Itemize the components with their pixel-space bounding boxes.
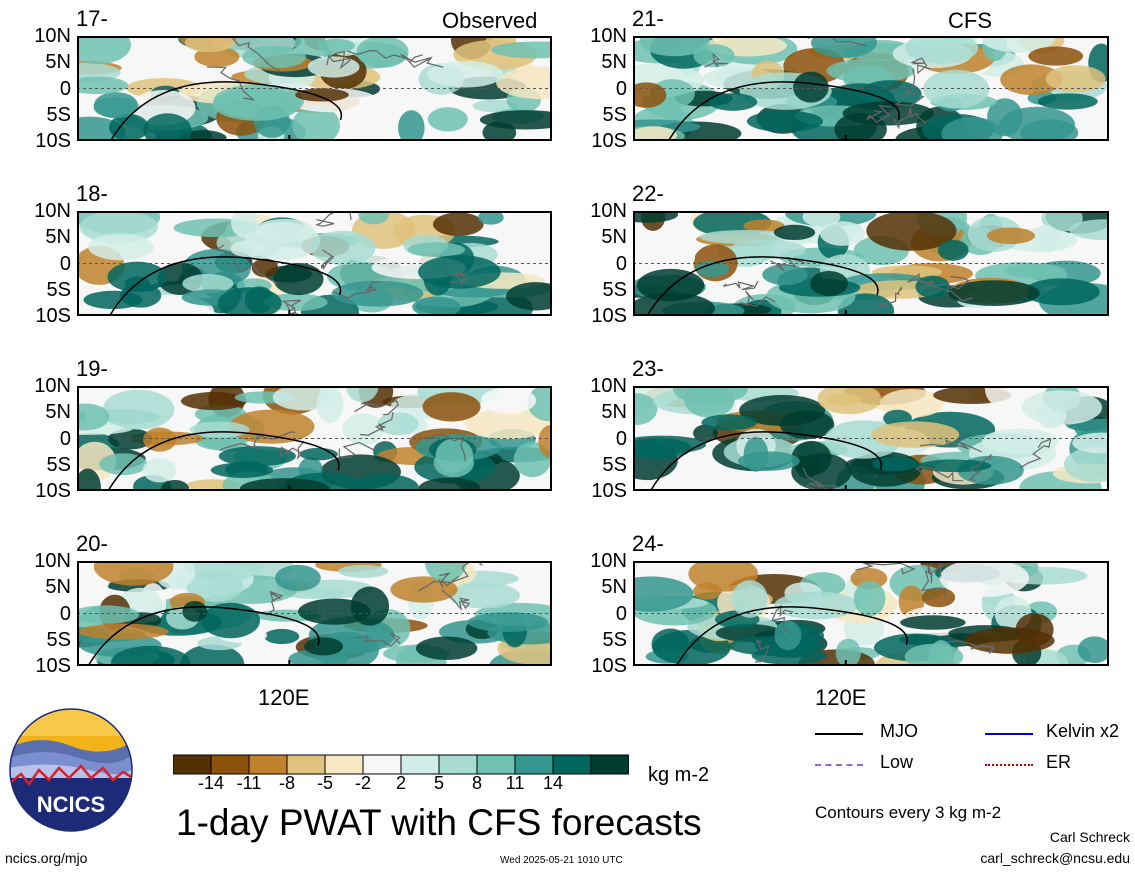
site-link[interactable]: ncics.org/mjo: [5, 850, 88, 866]
legend-label-er: ER: [1046, 752, 1072, 772]
colorbar-segment: [514, 754, 554, 775]
lat-label: 10S: [591, 655, 627, 677]
credit-name: Carl Schreck: [1049, 829, 1130, 845]
colorbar-segment: [248, 754, 288, 775]
lat-label: 0: [59, 252, 71, 275]
lat-label: 5S: [46, 103, 71, 126]
pwat-map: [77, 561, 552, 666]
lat-label: 10N: [590, 550, 627, 572]
figure-title: 1-day PWAT with CFS forecasts: [176, 802, 702, 843]
legend-label-kelvin: Kelvin x2: [1046, 721, 1120, 741]
lat-label: 10N: [590, 200, 627, 222]
lon-label-right: 120E: [815, 685, 867, 710]
ncics-logo: NCICS: [9, 708, 133, 832]
colorbar-tick-label: 14: [542, 773, 564, 793]
lat-label: 10S: [35, 130, 71, 152]
legend-line-er: [985, 764, 1033, 766]
colorbar-segment: [286, 754, 326, 775]
lat-label: 5S: [602, 278, 627, 301]
colorbar-tick-label: -2: [354, 773, 371, 793]
lat-label: 5S: [602, 628, 627, 651]
lat-label: 5N: [45, 401, 71, 424]
colorbar-tick-label: 8: [471, 773, 482, 793]
lat-label: 10N: [34, 550, 71, 572]
lat-label: 5S: [46, 453, 71, 476]
lat-label: 10N: [34, 375, 71, 397]
pwat-map: [633, 561, 1109, 666]
lat-label: 0: [59, 602, 71, 625]
pwat-map: [77, 211, 552, 316]
lat-label: 5S: [46, 628, 71, 651]
colorbar-segment: [362, 754, 402, 775]
lat-label: 5N: [45, 51, 71, 74]
lat-label: 5N: [601, 51, 627, 74]
colorbar-segment: [590, 754, 629, 775]
lat-label: 10N: [590, 25, 627, 47]
lat-label: 10N: [590, 375, 627, 397]
pwat-map: [77, 386, 552, 491]
lat-label: 10S: [35, 305, 71, 327]
lat-label: 0: [615, 252, 627, 275]
lat-label: 10N: [34, 25, 71, 47]
lat-label: 5N: [601, 226, 627, 249]
lat-label: 5S: [602, 453, 627, 476]
lat-label: 5N: [601, 401, 627, 424]
lat-label: 10S: [35, 480, 71, 502]
lat-label: 0: [59, 427, 71, 450]
lat-label: 10S: [591, 305, 627, 327]
lat-label: 5N: [45, 226, 71, 249]
lat-label: 10S: [35, 655, 71, 677]
legend-label-mjo: MJO: [880, 721, 918, 741]
contours-note: Contours every 3 kg m-2: [815, 803, 1002, 822]
pwat-map: [633, 386, 1109, 491]
credit-email: carl_schreck@ncsu.edu: [980, 850, 1130, 866]
colorbar-tick-label: -5: [316, 773, 333, 793]
timestamp: Wed 2025-05-21 1010 UTC: [500, 855, 623, 866]
lat-label: 0: [615, 77, 627, 100]
lat-label: 0: [615, 602, 627, 625]
lat-label: 10S: [591, 480, 627, 502]
colorbar-segment: [552, 754, 592, 775]
observed-tag: Observed: [442, 8, 538, 33]
lat-label: 0: [59, 77, 71, 100]
legend-line-mjo: [815, 733, 863, 735]
colorbar-tick-label: 11: [505, 773, 525, 793]
legend-label-low: Low: [880, 752, 914, 772]
colorbar-segment: [400, 754, 440, 775]
pwat-map: [633, 36, 1109, 141]
lat-label: 0: [615, 427, 627, 450]
colorbar-tick-label: -8: [278, 773, 295, 793]
colorbar-segment: [324, 754, 364, 775]
lat-label: 10N: [34, 200, 71, 222]
lat-label: 5N: [601, 576, 627, 599]
legend-line-low: [815, 764, 863, 766]
legend-line-kelvin: [985, 733, 1033, 735]
lat-label: 5S: [46, 278, 71, 301]
colorbar-segment: [210, 754, 250, 775]
pwat-map: [633, 211, 1109, 316]
lat-label: 10S: [591, 130, 627, 152]
lat-label: 5S: [602, 103, 627, 126]
lat-label: 5N: [45, 576, 71, 599]
colorbar: [173, 754, 629, 775]
colorbar-segment: [173, 754, 212, 775]
lon-label-left: 120E: [258, 685, 310, 710]
colorbar-units: kg m-2: [648, 764, 710, 786]
colorbar-tick-label: 2: [395, 773, 406, 793]
colorbar-segment: [476, 754, 516, 775]
colorbar-tick-label: -14: [197, 773, 224, 793]
logo-text: NCICS: [37, 792, 105, 817]
pwat-map: [77, 36, 552, 141]
colorbar-segment: [438, 754, 478, 775]
colorbar-tick-label: -11: [236, 773, 262, 793]
colorbar-tick-label: 5: [433, 773, 444, 793]
